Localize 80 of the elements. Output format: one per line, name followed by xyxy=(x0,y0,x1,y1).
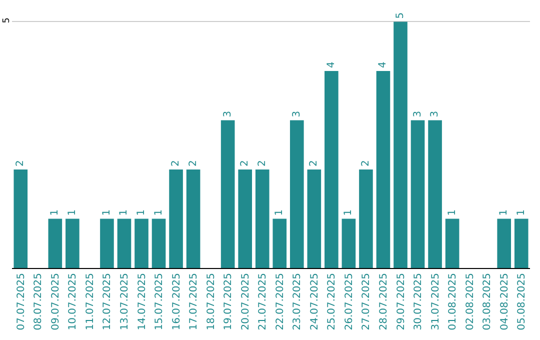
bar xyxy=(186,169,200,268)
data-label: 1 xyxy=(516,209,527,216)
bar xyxy=(220,120,235,268)
bar xyxy=(66,218,80,268)
data-label: 2 xyxy=(240,160,251,166)
x-tick-label: 03.08.2025 xyxy=(482,273,494,330)
x-tick-label: 29.07.2025 xyxy=(396,273,407,330)
bar xyxy=(376,70,390,268)
x-tick-label: 15.07.2025 xyxy=(154,273,166,330)
bar xyxy=(100,218,114,268)
data-label: 2 xyxy=(360,160,372,166)
x-tick-label: 17.07.2025 xyxy=(188,273,200,330)
data-label: 1 xyxy=(446,209,458,216)
bar xyxy=(394,22,408,268)
x-tick-label: 31.07.2025 xyxy=(430,273,442,330)
x-tick-label: 07.07.2025 xyxy=(16,273,27,330)
x-tick-label: 21.07.2025 xyxy=(258,273,269,330)
bar xyxy=(307,169,322,268)
bar xyxy=(428,120,442,268)
x-tick-label: 08.07.2025 xyxy=(33,273,44,330)
data-label: 3 xyxy=(222,110,234,118)
x-tick-label: 18.07.2025 xyxy=(206,273,217,330)
x-tick-label: 12.07.2025 xyxy=(102,273,114,330)
bar xyxy=(255,169,270,268)
x-tick-label: 20.07.2025 xyxy=(240,273,252,330)
bar xyxy=(497,218,512,268)
bar xyxy=(342,218,356,268)
bar xyxy=(359,169,373,268)
data-label: 2 xyxy=(170,160,182,166)
x-tick-label: 16.07.2025 xyxy=(171,273,182,330)
x-tick-label: 25.07.2025 xyxy=(326,273,338,330)
x-tick-label: 02.08.2025 xyxy=(464,273,476,330)
data-label: 1 xyxy=(498,209,510,216)
data-label: 2 xyxy=(256,160,268,166)
x-tick-label: 19.07.2025 xyxy=(223,273,234,330)
x-tick-label: 04.08.2025 xyxy=(499,273,510,330)
bar xyxy=(134,218,148,268)
x-tick-label: 14.07.2025 xyxy=(136,273,148,330)
x-tick-label: 09.07.2025 xyxy=(50,273,62,330)
bar xyxy=(514,218,528,268)
data-label: 1 xyxy=(343,209,354,216)
bar xyxy=(14,169,28,268)
data-label: 5 xyxy=(395,12,406,19)
data-label: 2 xyxy=(188,160,199,166)
bar xyxy=(238,169,252,268)
data-label: 1 xyxy=(274,209,286,216)
x-tick-label: 23.07.2025 xyxy=(292,273,304,330)
x-tick-label: 22.07.2025 xyxy=(274,273,286,330)
bar xyxy=(117,218,132,268)
x-tick-label: 27.07.2025 xyxy=(361,273,372,330)
x-tick-label: 10.07.2025 xyxy=(68,273,79,330)
data-label: 1 xyxy=(136,209,147,216)
x-tick-label: 13.07.2025 xyxy=(119,273,130,330)
data-label: 3 xyxy=(430,110,441,118)
bar xyxy=(290,120,304,268)
data-label: 3 xyxy=(412,110,424,118)
data-label: 1 xyxy=(50,209,61,216)
data-label: 1 xyxy=(101,209,112,216)
x-tick-label: 01.08.2025 xyxy=(448,273,459,330)
data-label: 2 xyxy=(15,160,26,166)
x-tick-label: 28.07.2025 xyxy=(378,273,390,330)
bar xyxy=(445,218,460,268)
bar xyxy=(324,70,338,268)
bar xyxy=(169,169,183,268)
x-tick-label: 05.08.2025 xyxy=(516,273,528,330)
data-label: 4 xyxy=(326,62,337,68)
x-tick-label: 11.07.2025 xyxy=(84,273,96,330)
bar xyxy=(48,218,62,268)
bar xyxy=(152,218,166,268)
data-label: 2 xyxy=(308,160,320,166)
data-label: 1 xyxy=(153,209,164,216)
x-tick-label: 24.07.2025 xyxy=(309,273,320,330)
bar xyxy=(410,120,425,268)
data-label: 1 xyxy=(118,209,130,216)
data-label: 3 xyxy=(291,110,302,118)
bar xyxy=(272,218,287,268)
x-tick-label: 26.07.2025 xyxy=(344,273,355,330)
data-label: 4 xyxy=(378,62,389,68)
data-label: 1 xyxy=(66,209,78,216)
x-tick-label: 30.07.2025 xyxy=(413,273,424,330)
